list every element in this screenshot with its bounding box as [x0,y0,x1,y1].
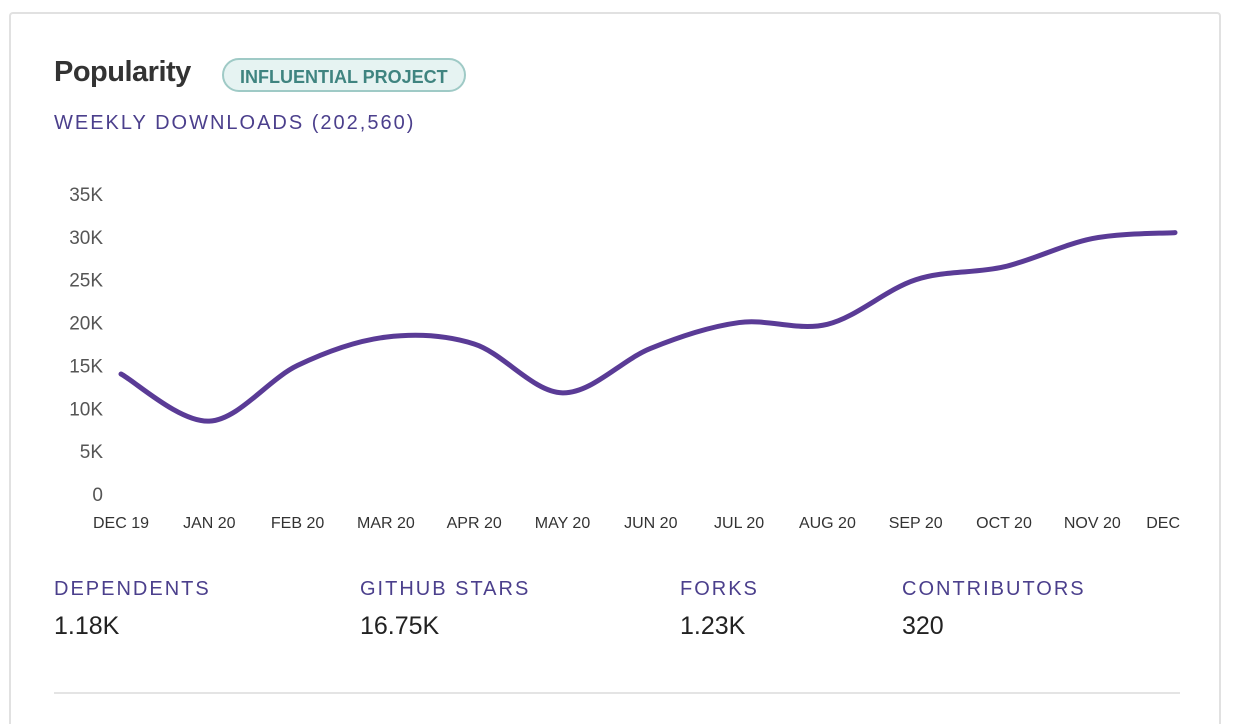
section-divider [54,692,1180,694]
y-tick-label: 20K [69,314,103,335]
downloads-series-line [118,230,1178,424]
y-tick-label: 30K [69,228,103,249]
x-tick-label: DEC [1146,515,1180,532]
weekly-downloads-label: WEEKLY DOWNLOADS (202,560) [54,112,416,134]
dependents-label: DEPENDENTS [54,578,211,600]
forks-value: 1.23K [680,612,746,640]
x-tick-label: NOV 20 [1064,515,1121,532]
x-tick-label: JAN 20 [183,515,236,532]
x-tick-label: FEB 20 [271,515,324,532]
series-layer [118,230,1178,424]
x-tick-label: JUN 20 [624,515,677,532]
contributors-value: 320 [902,612,944,640]
contributors-label: CONTRIBUTORS [902,578,1086,600]
influential-project-badge: INFLUENTIAL PROJECT [222,58,466,92]
x-tick-label: AUG 20 [799,515,856,532]
x-tick-label: SEP 20 [889,515,943,532]
x-tick-label: DEC 19 [93,515,149,532]
y-tick-label: 10K [69,399,103,420]
forks-label: FORKS [680,578,759,600]
dependents-value: 1.18K [54,612,120,640]
section-title: Popularity [54,56,191,88]
x-axis: DEC 19 JAN 20 FEB 20 MAR 20 APR 20 MAY 20 JUN … [93,515,1180,532]
y-tick-label: 25K [69,271,103,292]
y-tick-label: 15K [69,356,103,377]
github-stars-label: GITHUB STARS [360,578,531,600]
github-stars-value: 16.75K [360,612,440,640]
y-tick-label: 5K [80,442,104,463]
x-tick-label: MAY 20 [535,515,591,532]
y-tick-label: 0 [92,485,103,506]
y-axis: 35K 30K 25K 20K 15K 10K 5K 0 [69,185,103,506]
y-tick-label: 35K [69,185,103,206]
x-tick-label: OCT 20 [976,515,1032,532]
x-tick-label: MAR 20 [357,515,415,532]
x-tick-label: JUL 20 [714,515,764,532]
x-tick-label: APR 20 [447,515,502,532]
